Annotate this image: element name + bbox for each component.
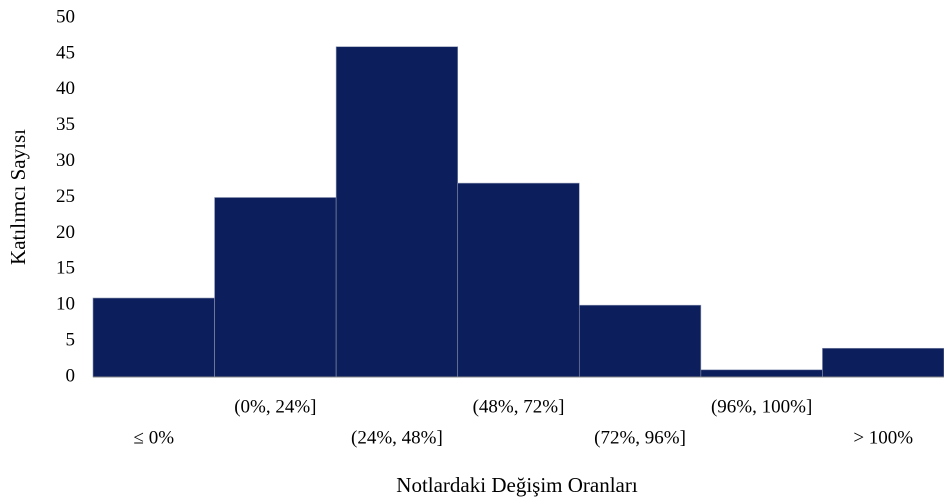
x-tick-label: (48%, 72%] (473, 396, 565, 417)
x-tick-label: ≤ 0% (134, 427, 175, 448)
y-tick-label: 5 (66, 329, 76, 350)
y-tick-label: 50 (56, 6, 75, 27)
bar (457, 182, 580, 378)
y-tick-label: 45 (56, 42, 75, 63)
bar (578, 304, 702, 378)
y-tick-label: 15 (56, 258, 75, 279)
y-tick-label: 10 (56, 294, 75, 315)
y-axis-title: Katılımcı Sayısı (6, 129, 30, 265)
bar (92, 297, 215, 378)
x-tick-label: (96%, 100%] (711, 396, 812, 417)
x-axis-title: Notlardaki Değişim Oranları (396, 473, 638, 497)
x-tick-label: (72%, 96%] (594, 427, 686, 448)
bar (335, 46, 459, 378)
x-tick-label: (0%, 24%] (234, 396, 316, 417)
y-tick-label: 20 (56, 222, 75, 243)
bar (822, 347, 944, 378)
y-tick-label: 40 (56, 78, 75, 99)
bar (700, 369, 823, 378)
x-tick-label: > 100% (853, 427, 913, 448)
y-tick-label: 25 (56, 186, 75, 207)
y-tick-label: 35 (56, 114, 75, 135)
bar (214, 197, 337, 378)
y-tick-label: 30 (56, 150, 75, 171)
y-tick-label: 0 (66, 365, 76, 386)
x-tick-label: (24%, 48%] (351, 427, 443, 448)
